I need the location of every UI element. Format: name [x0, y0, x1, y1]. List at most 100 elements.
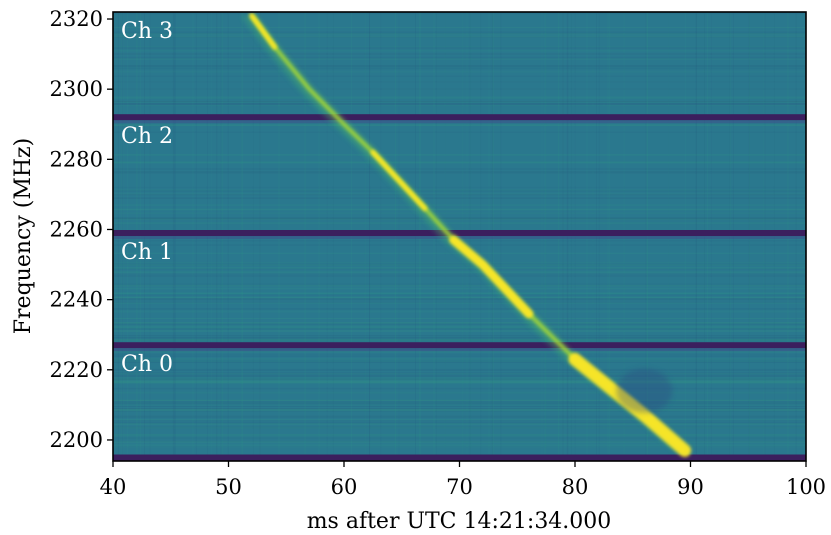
noise-column — [646, 12, 648, 461]
noise-row — [113, 302, 806, 304]
noise-row — [113, 208, 806, 211]
noise-row — [113, 204, 806, 206]
channel-labels: Ch 0 Ch 1 Ch 2 Ch 3 — [121, 19, 173, 377]
noise-row — [113, 400, 806, 403]
noise-row — [113, 335, 806, 337]
noise-row — [113, 271, 806, 274]
noise-row — [113, 426, 806, 429]
noise-row — [113, 235, 806, 237]
noise-row — [113, 48, 806, 49]
noise-row — [113, 266, 806, 269]
noise-row — [113, 402, 806, 404]
band-gap — [113, 230, 806, 236]
noise-column — [646, 12, 648, 461]
noise-row — [113, 415, 806, 418]
noise-row — [113, 360, 806, 362]
channel-label: Ch 2 — [121, 124, 173, 149]
noise-row — [113, 264, 806, 266]
noise-row — [113, 56, 806, 59]
noise-row — [113, 323, 806, 326]
noise-row — [113, 186, 806, 189]
noise-row — [113, 423, 806, 426]
band-gap — [113, 454, 806, 461]
noise-column — [227, 12, 229, 461]
noise-column — [570, 12, 572, 461]
noise-row — [113, 12, 806, 15]
noise-column — [139, 12, 141, 461]
noise-column — [566, 12, 568, 461]
noise-column — [707, 12, 709, 461]
noise-row — [113, 58, 806, 60]
noise-column — [220, 12, 222, 461]
noise-column — [710, 12, 712, 461]
y-axis: 2200 2220 2240 2260 2280 2300 2320 — [50, 7, 113, 452]
noise-row — [113, 103, 806, 105]
noise-row — [113, 339, 806, 342]
noise-row — [113, 351, 806, 353]
noise-column — [174, 12, 176, 461]
noise-row — [113, 46, 806, 47]
burst-shadow — [616, 368, 673, 413]
noise-column — [592, 12, 594, 461]
noise-column — [252, 12, 254, 461]
noise-column — [206, 12, 208, 461]
noise-column — [278, 12, 280, 461]
y-tick-label: 2280 — [50, 147, 103, 171]
noise-column — [216, 12, 218, 461]
x-tick-label: 50 — [215, 475, 242, 499]
noise-row — [113, 46, 806, 49]
noise-row — [113, 337, 806, 340]
x-tick-label: 100 — [786, 475, 826, 499]
noise-column — [668, 12, 670, 461]
noise-row — [113, 373, 806, 375]
noise-row — [113, 308, 806, 310]
noise-row — [113, 68, 806, 70]
noise-row — [113, 35, 806, 38]
noise-column — [763, 12, 765, 461]
y-tick-label: 2200 — [50, 428, 103, 452]
noise-row — [113, 349, 806, 350]
burst-bright-segment — [449, 235, 534, 319]
noise-column — [695, 12, 697, 461]
noise-row — [113, 349, 806, 351]
noise-row — [113, 26, 806, 28]
noise-column — [586, 12, 588, 461]
plot-background — [113, 12, 806, 461]
noise-row — [113, 168, 806, 170]
noise-row — [113, 190, 806, 192]
noise-row — [113, 399, 806, 402]
noise-row — [113, 325, 806, 327]
noise-row — [113, 33, 806, 35]
noise-row — [113, 212, 806, 214]
noise-row — [113, 426, 806, 429]
noise-row — [113, 377, 806, 379]
noise-column — [380, 12, 382, 461]
noise-column — [492, 12, 494, 461]
noise-row — [113, 294, 806, 297]
x-axis-label: ms after UTC 14:21:34.000 — [307, 509, 612, 534]
noise-row — [113, 32, 806, 35]
noise-row — [113, 421, 806, 424]
noise-row — [113, 339, 806, 342]
noise-column — [466, 12, 468, 461]
noise-column — [369, 12, 370, 461]
noise-row — [113, 154, 806, 156]
noise-column — [419, 12, 421, 461]
noise-row — [113, 192, 806, 195]
channel-label: Ch 3 — [121, 19, 173, 44]
noise-column — [795, 12, 797, 461]
noise-row — [113, 327, 806, 330]
noise-column — [419, 12, 421, 461]
noise-column — [645, 12, 647, 461]
noise-row — [113, 326, 806, 328]
noise-column — [704, 12, 705, 461]
noise-column — [598, 12, 600, 461]
noise-column — [241, 12, 243, 461]
noise-column — [394, 12, 396, 461]
noise-column — [803, 12, 805, 461]
noise-row — [113, 338, 806, 341]
noise-row — [113, 327, 806, 330]
noise-column — [172, 12, 174, 461]
noise-row — [113, 284, 806, 287]
noise-column — [729, 12, 731, 461]
